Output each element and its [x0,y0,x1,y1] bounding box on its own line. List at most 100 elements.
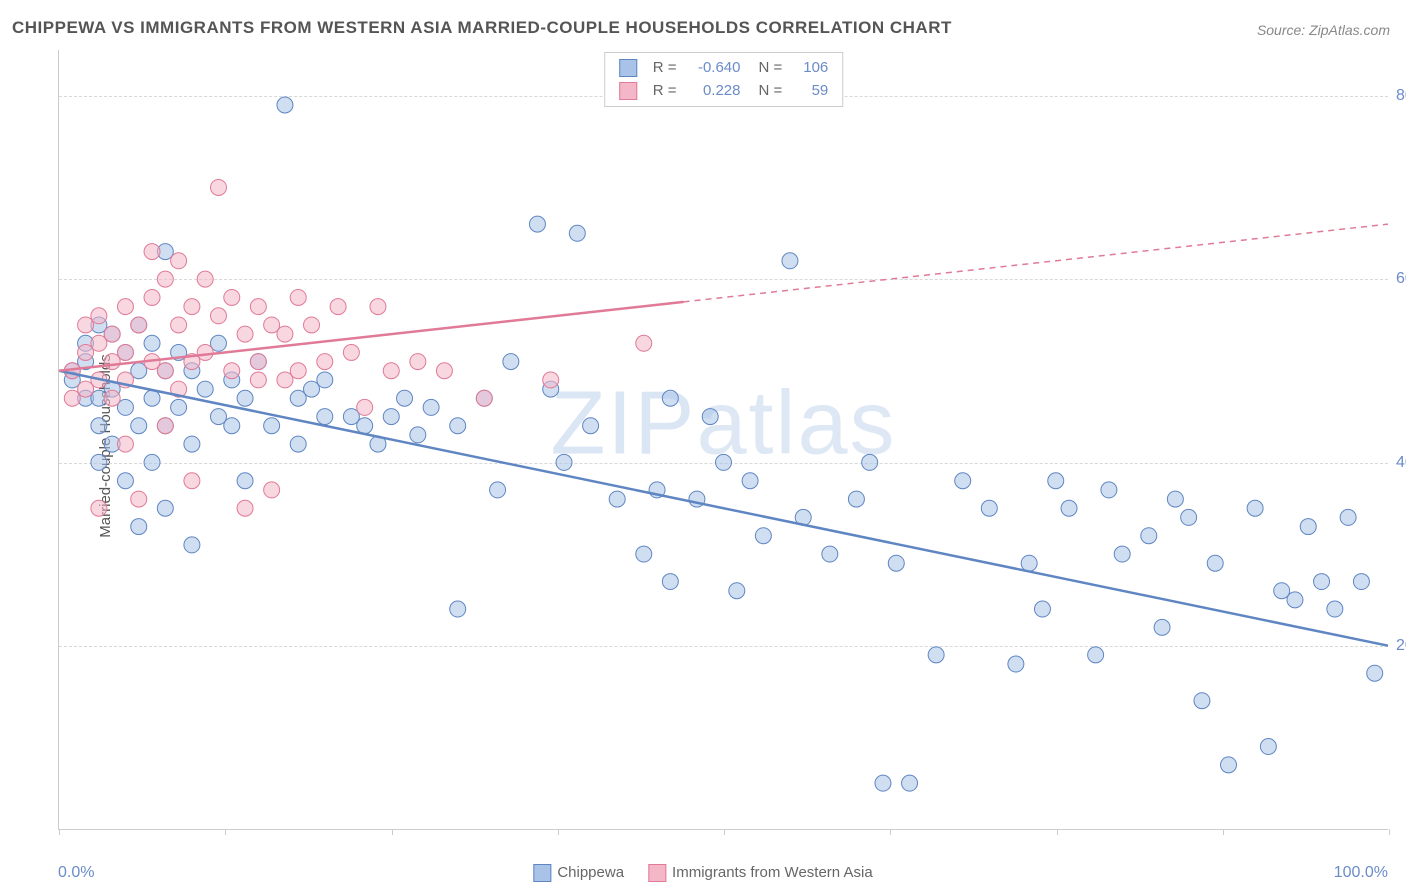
scatter-point [782,253,798,269]
scatter-point [224,363,240,379]
y-tick-label: 80.0% [1396,87,1406,105]
scatter-point [436,363,452,379]
x-tick [59,829,60,835]
legend-swatch [533,864,551,882]
x-axis-min-label: 0.0% [58,864,94,882]
scatter-point [1114,546,1130,562]
scatter-point [277,97,293,113]
scatter-point [1141,528,1157,544]
scatter-point [171,399,187,415]
scatter-point [450,601,466,617]
scatter-point [171,253,187,269]
scatter-point [1181,509,1197,525]
scatter-point [1061,500,1077,516]
n-value: 59 [792,80,828,103]
scatter-point [250,354,266,370]
scatter-point [184,436,200,452]
scatter-point [144,244,160,260]
scatter-point [210,308,226,324]
scatter-point [556,454,572,470]
x-tick [1057,829,1058,835]
scatter-point [955,473,971,489]
scatter-point [144,390,160,406]
scatter-point [1048,473,1064,489]
scatter-point [888,555,904,571]
scatter-point [1340,509,1356,525]
scatter-point [237,500,253,516]
scatter-point [1367,665,1383,681]
trend-line [59,371,1388,646]
scatter-point [981,500,997,516]
legend-label: Chippewa [557,864,624,881]
scatter-point [529,216,545,232]
r-value: 0.228 [687,80,741,103]
legend-label: Immigrants from Western Asia [672,864,873,881]
n-label: N = [759,57,783,80]
x-tick [225,829,226,835]
legend-item: Immigrants from Western Asia [648,864,873,882]
scatter-point [250,372,266,388]
series-legend: Chippewa Immigrants from Western Asia [533,864,872,882]
scatter-point [716,454,732,470]
scatter-point [184,537,200,553]
r-label: R = [653,80,677,103]
scatter-point [370,299,386,315]
scatter-point [91,418,107,434]
x-tick [558,829,559,835]
scatter-point [197,381,213,397]
scatter-point [742,473,758,489]
scatter-point [1154,619,1170,635]
scatter-point [357,399,373,415]
scatter-point [131,317,147,333]
scatter-point [410,427,426,443]
scatter-point [1247,500,1263,516]
scatter-point [609,491,625,507]
scatter-point [1008,656,1024,672]
scatter-point [184,473,200,489]
scatter-svg [59,50,1388,829]
scatter-point [476,390,492,406]
scatter-point [1207,555,1223,571]
scatter-point [397,390,413,406]
scatter-point [237,390,253,406]
scatter-point [197,271,213,287]
scatter-point [1167,491,1183,507]
scatter-point [490,482,506,498]
scatter-point [264,418,280,434]
scatter-point [250,299,266,315]
scatter-point [755,528,771,544]
scatter-point [1327,601,1343,617]
scatter-point [662,574,678,590]
scatter-point [157,363,173,379]
scatter-point [450,418,466,434]
scatter-point [1194,693,1210,709]
source-link[interactable]: ZipAtlas.com [1309,22,1390,38]
correlation-legend-row: R =0.228N =59 [619,80,829,103]
scatter-point [144,454,160,470]
scatter-point [224,418,240,434]
scatter-point [91,454,107,470]
scatter-point [184,299,200,315]
y-tick-label: 40.0% [1396,454,1406,472]
scatter-point [1021,555,1037,571]
scatter-point [1287,592,1303,608]
scatter-point [1034,601,1050,617]
scatter-point [848,491,864,507]
scatter-point [357,418,373,434]
scatter-point [1260,739,1276,755]
scatter-point [1300,519,1316,535]
scatter-point [210,179,226,195]
scatter-point [317,372,333,388]
scatter-point [729,583,745,599]
plot-area: ZIPatlas 20.0%40.0%60.0%80.0% R =-0.640N… [58,50,1388,830]
scatter-point [264,482,280,498]
scatter-point [822,546,838,562]
scatter-point [875,775,891,791]
scatter-point [131,519,147,535]
correlation-legend-row: R =-0.640N =106 [619,57,829,80]
scatter-point [330,299,346,315]
scatter-point [290,436,306,452]
x-tick [1223,829,1224,835]
scatter-point [131,418,147,434]
scatter-point [928,647,944,663]
